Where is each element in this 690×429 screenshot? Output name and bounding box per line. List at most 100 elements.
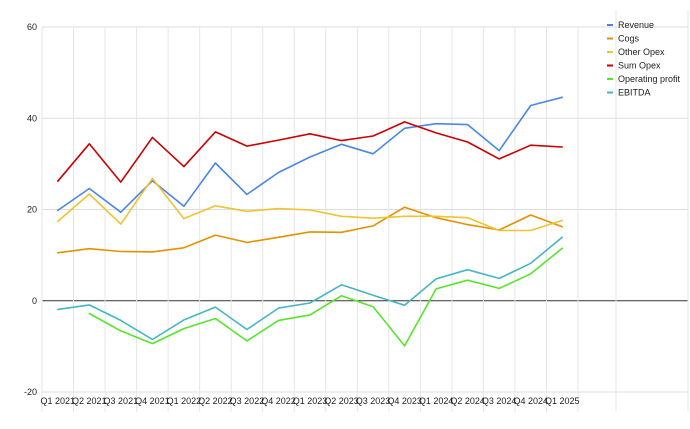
data-point — [530, 214, 532, 216]
data-point — [309, 314, 311, 316]
x-tick-label: Q3 2024 — [482, 396, 517, 406]
data-point — [183, 217, 185, 219]
legend-item: EBITDA — [607, 88, 651, 98]
series-ebitda — [57, 236, 563, 341]
data-point — [120, 181, 122, 183]
data-point — [435, 215, 437, 217]
data-point — [466, 217, 468, 219]
series-cogs — [57, 206, 563, 254]
legend-label: Other Opex — [618, 47, 665, 57]
x-tick-label: Q4 2024 — [513, 396, 548, 406]
legend-item: Other Opex — [607, 47, 665, 57]
data-point — [309, 302, 311, 304]
data-point — [88, 143, 90, 145]
data-point — [277, 171, 279, 173]
data-point — [498, 229, 500, 231]
data-point — [498, 287, 500, 289]
data-point — [561, 247, 563, 249]
data-point — [403, 206, 405, 208]
data-point — [57, 209, 59, 211]
x-tick-label: Q3 2022 — [230, 396, 265, 406]
data-point — [120, 250, 122, 252]
legend-item: Cogs — [607, 34, 640, 44]
data-point — [246, 340, 248, 342]
data-point — [340, 143, 342, 145]
series-line — [88, 247, 563, 347]
series-line — [57, 177, 563, 232]
legend-label: Sum Opex — [618, 61, 661, 71]
data-point — [530, 104, 532, 106]
data-point — [435, 123, 437, 125]
data-point — [561, 96, 563, 98]
y-tick-label: -20 — [24, 387, 37, 397]
data-point — [57, 252, 59, 254]
data-point — [530, 229, 532, 231]
data-point — [498, 149, 500, 151]
legend-label: Operating profit — [618, 74, 681, 84]
data-point — [214, 317, 216, 319]
data-point — [561, 219, 563, 221]
data-point — [435, 132, 437, 134]
data-point — [530, 262, 532, 264]
data-point — [277, 236, 279, 238]
data-point — [561, 236, 563, 238]
data-point — [403, 304, 405, 306]
data-point — [435, 278, 437, 280]
data-point — [214, 131, 216, 133]
data-point — [277, 307, 279, 309]
data-point — [183, 247, 185, 249]
grid-layer — [41, 10, 689, 412]
x-tick-label: Q3 2021 — [104, 396, 139, 406]
series-line — [57, 96, 563, 213]
x-tick-label: Q1 2024 — [419, 396, 454, 406]
data-point — [214, 234, 216, 236]
x-tick-label: Q2 2024 — [450, 396, 485, 406]
data-point — [57, 180, 59, 182]
data-point — [214, 162, 216, 164]
x-tick-label: Q4 2021 — [135, 396, 170, 406]
chart-legend: Revenue Cogs Other Opex Sum Opex Operating p… — [607, 20, 681, 98]
data-point — [309, 231, 311, 233]
data-point — [340, 284, 342, 286]
x-tick-label: Q1 2023 — [293, 396, 328, 406]
data-point — [246, 210, 248, 212]
data-point — [372, 217, 374, 219]
data-point — [246, 145, 248, 147]
data-point — [214, 205, 216, 207]
data-point — [120, 330, 122, 332]
data-point — [246, 241, 248, 243]
data-point — [466, 269, 468, 271]
data-point — [340, 139, 342, 141]
x-tick-label: Q1 2025 — [545, 396, 580, 406]
data-point — [372, 305, 374, 307]
series-line — [57, 121, 563, 183]
data-point — [214, 306, 216, 308]
y-tick-label: 20 — [27, 205, 37, 215]
data-point — [151, 136, 153, 138]
y-tick-label: 0 — [32, 296, 37, 306]
data-point — [466, 279, 468, 281]
x-tick-label: Q2 2021 — [72, 396, 107, 406]
legend-item: Revenue — [607, 20, 654, 30]
data-point — [88, 187, 90, 189]
data-point — [340, 295, 342, 297]
x-tick-label: Q2 2023 — [324, 396, 359, 406]
series-sum-opex — [57, 121, 563, 183]
data-point — [277, 319, 279, 321]
legend-item: Sum Opex — [607, 61, 661, 71]
data-point — [183, 327, 185, 329]
data-point — [183, 165, 185, 167]
series-other-opex — [57, 177, 563, 232]
data-point — [309, 156, 311, 158]
x-tick-label: Q4 2022 — [261, 396, 296, 406]
x-tick-label: Q1 2022 — [167, 396, 202, 406]
x-tick-label: Q3 2023 — [356, 396, 391, 406]
data-point — [340, 215, 342, 217]
data-point — [372, 153, 374, 155]
series-line — [57, 206, 563, 254]
data-point — [151, 177, 153, 179]
data-point — [403, 127, 405, 129]
series-layer — [57, 96, 563, 347]
data-point — [403, 215, 405, 217]
data-point — [183, 205, 185, 207]
